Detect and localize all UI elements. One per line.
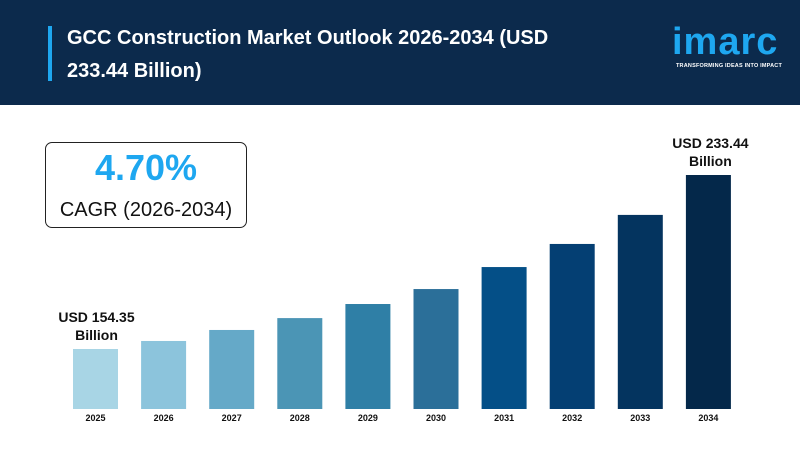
- cagr-box: 4.70% CAGR (2026-2034): [45, 142, 247, 228]
- bar-2026: [141, 340, 187, 409]
- cagr-label: CAGR (2026-2034): [59, 199, 233, 221]
- value-annotation-unit: Billion: [75, 327, 118, 343]
- value-annotation: USD 233.44: [672, 135, 748, 151]
- value-annotation: USD 154.35: [58, 309, 134, 325]
- cagr-value: 4.70%: [94, 147, 198, 188]
- header-banner: GCC Construction Market Outlook 2026-203…: [0, 0, 800, 105]
- logo-tagline: TRANSFORMING IDEAS INTO IMPACT: [676, 63, 783, 69]
- bar-2027: [209, 329, 255, 409]
- page-title: GCC Construction Market Outlook 2026-203…: [67, 27, 549, 82]
- imarc-logo: imarc: [672, 21, 779, 63]
- bar-2029: [345, 304, 391, 409]
- bar-2032: [549, 243, 595, 409]
- x-tick-label: 2034: [698, 413, 718, 423]
- bar-2034: [685, 175, 731, 409]
- x-tick-label: 2030: [426, 413, 446, 423]
- bar-2030: [413, 289, 459, 409]
- x-tick-label: 2028: [290, 413, 310, 423]
- x-tick-label: 2029: [358, 413, 378, 423]
- bar-2033: [617, 214, 663, 409]
- x-tick-label: 2026: [154, 413, 174, 423]
- x-tick-label: 2032: [562, 413, 582, 423]
- value-annotation-unit: Billion: [689, 153, 732, 169]
- x-tick-label: 2025: [85, 413, 105, 423]
- x-tick-label: 2033: [630, 413, 650, 423]
- x-tick-label: 2027: [222, 413, 242, 423]
- bar-2025: [73, 349, 118, 409]
- bar-2031: [481, 267, 527, 409]
- bar-2028: [277, 318, 323, 409]
- x-tick-label: 2031: [494, 413, 514, 423]
- title-accent-bar: [48, 26, 52, 81]
